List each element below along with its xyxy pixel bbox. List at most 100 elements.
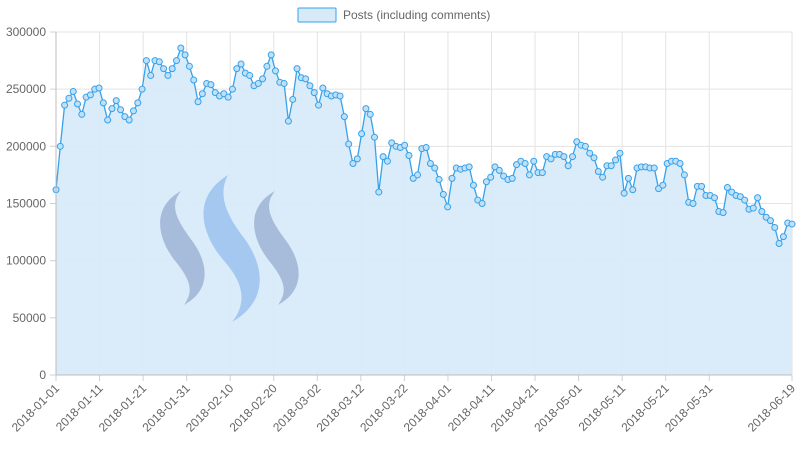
data-point[interactable]	[65, 94, 73, 102]
data-point[interactable]	[711, 194, 719, 202]
data-point[interactable]	[405, 151, 413, 159]
data-point[interactable]	[160, 65, 168, 73]
data-point[interactable]	[207, 81, 215, 89]
data-point[interactable]	[495, 166, 503, 174]
data-point[interactable]	[267, 51, 275, 59]
data-point[interactable]	[259, 75, 267, 83]
data-point[interactable]	[723, 183, 731, 191]
data-point[interactable]	[319, 84, 327, 92]
data-point[interactable]	[349, 159, 357, 167]
data-point[interactable]	[586, 149, 594, 157]
data-point[interactable]	[624, 174, 632, 182]
data-point[interactable]	[775, 240, 783, 248]
data-point[interactable]	[698, 182, 706, 190]
data-point[interactable]	[754, 194, 762, 202]
data-point[interactable]	[612, 156, 620, 164]
data-point[interactable]	[719, 209, 727, 217]
data-point[interactable]	[353, 155, 361, 163]
data-point[interactable]	[659, 181, 667, 189]
data-point[interactable]	[375, 188, 383, 196]
data-point[interactable]	[581, 142, 589, 150]
data-point[interactable]	[95, 84, 103, 92]
data-point[interactable]	[521, 159, 529, 167]
data-point[interactable]	[525, 171, 533, 179]
data-point[interactable]	[237, 60, 245, 68]
data-point[interactable]	[112, 97, 120, 105]
data-point[interactable]	[284, 117, 292, 125]
data-point[interactable]	[766, 217, 774, 225]
data-point[interactable]	[69, 87, 77, 95]
data-point[interactable]	[788, 220, 796, 228]
data-point[interactable]	[680, 171, 688, 179]
data-point[interactable]	[444, 203, 452, 211]
data-point[interactable]	[168, 65, 176, 73]
data-point[interactable]	[482, 178, 490, 186]
data-point[interactable]	[530, 157, 538, 165]
data-point[interactable]	[185, 62, 193, 70]
data-point[interactable]	[401, 141, 409, 149]
data-point[interactable]	[254, 79, 262, 87]
data-point[interactable]	[771, 224, 779, 232]
data-point[interactable]	[74, 100, 82, 108]
data-point[interactable]	[689, 200, 697, 207]
data-point[interactable]	[86, 91, 94, 99]
data-point[interactable]	[547, 155, 555, 163]
data-point[interactable]	[439, 190, 447, 198]
data-point[interactable]	[194, 98, 202, 106]
data-point[interactable]	[280, 79, 288, 87]
data-point[interactable]	[749, 204, 757, 212]
data-point[interactable]	[293, 65, 301, 73]
data-point[interactable]	[590, 154, 598, 162]
data-point[interactable]	[564, 162, 572, 170]
data-point[interactable]	[340, 113, 348, 121]
data-point[interactable]	[272, 67, 280, 75]
data-point[interactable]	[478, 200, 486, 207]
data-point[interactable]	[315, 101, 323, 109]
data-point[interactable]	[379, 153, 387, 161]
data-point[interactable]	[362, 105, 370, 113]
data-point[interactable]	[56, 142, 64, 150]
data-point[interactable]	[345, 140, 353, 148]
data-point[interactable]	[448, 174, 456, 182]
data-point[interactable]	[538, 169, 546, 177]
data-point[interactable]	[310, 89, 318, 97]
data-point[interactable]	[99, 99, 107, 107]
data-point[interactable]	[594, 167, 602, 175]
data-point[interactable]	[616, 149, 624, 157]
data-point[interactable]	[134, 99, 142, 107]
data-point[interactable]	[629, 186, 637, 194]
data-point[interactable]	[358, 130, 366, 138]
data-point[interactable]	[465, 163, 473, 171]
data-point[interactable]	[426, 159, 434, 167]
legend[interactable]: Posts (including comments)	[297, 7, 490, 23]
data-point[interactable]	[568, 153, 576, 161]
data-point[interactable]	[104, 116, 112, 124]
data-point[interactable]	[599, 173, 607, 181]
data-point[interactable]	[246, 71, 254, 79]
data-point[interactable]	[470, 181, 477, 189]
data-point[interactable]	[173, 57, 181, 65]
data-point[interactable]	[289, 95, 297, 103]
data-point[interactable]	[190, 76, 198, 84]
data-point[interactable]	[431, 164, 439, 172]
data-point[interactable]	[147, 71, 155, 79]
data-point[interactable]	[198, 90, 206, 98]
data-point[interactable]	[779, 233, 787, 241]
data-point[interactable]	[228, 85, 236, 93]
data-point[interactable]	[142, 57, 150, 65]
data-point[interactable]	[508, 174, 516, 182]
data-point[interactable]	[129, 107, 137, 115]
data-point[interactable]	[366, 110, 374, 118]
data-point[interactable]	[181, 51, 189, 59]
data-point[interactable]	[741, 196, 749, 204]
data-point[interactable]	[650, 164, 658, 172]
data-point[interactable]	[607, 162, 615, 170]
data-point[interactable]	[306, 82, 314, 90]
data-point[interactable]	[560, 153, 568, 161]
data-point[interactable]	[336, 92, 344, 100]
data-point[interactable]	[117, 106, 125, 114]
data-point[interactable]	[78, 110, 86, 118]
data-point[interactable]	[383, 157, 391, 165]
data-point[interactable]	[620, 189, 628, 197]
data-point[interactable]	[125, 116, 133, 124]
